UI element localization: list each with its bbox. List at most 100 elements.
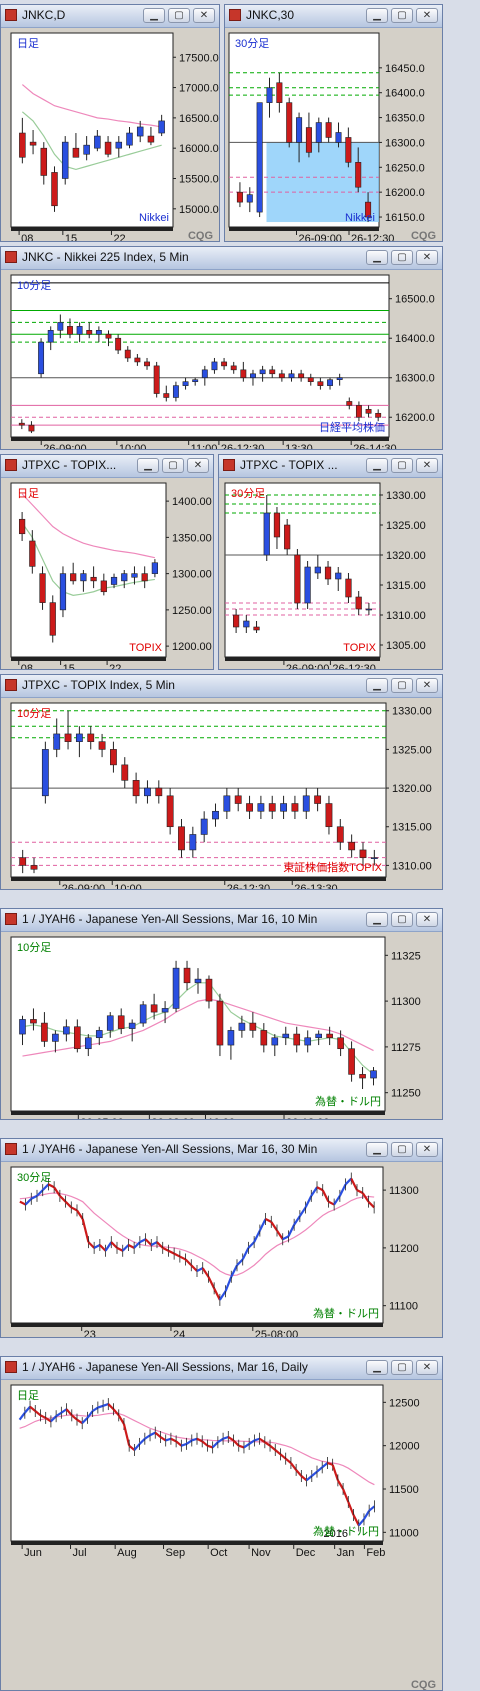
chart-w5[interactable]: 1330.00 1325.00 1320.00 1315.00 1310.00 1305.… (219, 477, 442, 669)
close-button[interactable]: ✕ (416, 912, 438, 927)
candle (39, 566, 46, 610)
candle (346, 397, 353, 410)
candle (268, 795, 276, 819)
chart-w2[interactable]: 16450.0 16400.0 16350.0 16300.0 16250.0 16200… (225, 27, 442, 241)
price-segment (284, 1457, 292, 1464)
price-segment (238, 1444, 245, 1449)
window-title: JNKC - Nikkei 225 Index, 5 Min (22, 250, 189, 264)
close-button[interactable]: ✕ (416, 8, 438, 23)
price-segment (213, 1287, 221, 1301)
x-tick-label: 26-12:30 (351, 233, 394, 241)
minimize-button[interactable]: ▁ (366, 912, 388, 927)
candle (211, 357, 218, 374)
x-tick-label: 26-08:00 (151, 1117, 194, 1119)
candle (29, 130, 37, 155)
candle (95, 1026, 103, 1046)
restore-button[interactable]: ▢ (391, 250, 413, 265)
candle (315, 117, 322, 153)
chart-window-w6[interactable]: JTPXC - TOPIX Index, 5 Min ▁ ▢ ✕ 1330.00 1325… (0, 674, 443, 890)
restore-button[interactable]: ▢ (391, 458, 413, 473)
price-segment (59, 1195, 67, 1203)
chart-w6[interactable]: 1330.00 1325.00 1320.00 1315.00 1310.00 26-09… (1, 697, 442, 889)
y-tick-label: 12500 (389, 1397, 420, 1409)
candle (172, 960, 180, 1013)
minimize-button[interactable]: ▁ (143, 8, 165, 23)
close-button[interactable]: ✕ (193, 8, 215, 23)
chart-window-w5[interactable]: JTPXC - TOPIX ... ▁ ▢ ✕ 1330.00 1325.00 1320.0… (218, 454, 443, 670)
window-titlebar[interactable]: 1 / JYAH6 - Japanese Yen-All Sessions, M… (1, 1139, 442, 1162)
candle (105, 330, 112, 347)
candle (263, 495, 270, 561)
y-tick-label: 16400.0 (395, 333, 435, 345)
chart-w3[interactable]: 16500.0 16400.0 16300.0 16200.0 26-09:00 10:0… (1, 269, 442, 449)
price-segment (138, 1437, 146, 1445)
minimize-button[interactable]: ▁ (137, 458, 159, 473)
candle (365, 603, 373, 615)
chart-window-w9[interactable]: 1 / JYAH6 - Japanese Yen-All Sessions, M… (0, 1356, 443, 1691)
window-titlebar[interactable]: JNKC - Nikkei 225 Index, 5 Min ▁ ▢ ✕ (1, 247, 442, 270)
plot-area (10, 32, 174, 228)
candle (345, 573, 352, 603)
chart-window-w8[interactable]: 1 / JYAH6 - Japanese Yen-All Sessions, M… (0, 1138, 443, 1338)
cqg-logo: CQG (411, 1679, 436, 1690)
chart-window-w1[interactable]: JNKC,D ▁ ▢ ✕ 17500.0 17000.0 16500.0 16000.0 155… (0, 4, 220, 242)
y-tick-label: 11275 (391, 1042, 421, 1054)
minimize-button[interactable]: ▁ (366, 678, 388, 693)
chart-window-w2[interactable]: JNKC,30 ▁ ▢ ✕ 16450.0 16400.0 16350.0 16300.0 16… (224, 4, 443, 242)
candle (348, 1041, 355, 1082)
candle (288, 369, 295, 382)
chart-w4[interactable]: 1400.00 1350.00 1300.00 1250.00 1200.00 08 15 2… (1, 477, 213, 669)
close-button[interactable]: ✕ (416, 1360, 438, 1375)
window-titlebar[interactable]: JTPXC - TOPIX ... ▁ ▢ ✕ (219, 455, 442, 478)
y-tick-label: 11300 (389, 1185, 419, 1197)
minimize-button[interactable]: ▁ (366, 1142, 388, 1157)
close-button[interactable]: ✕ (416, 678, 438, 693)
window-title: JNKC,D (22, 8, 66, 22)
candle (87, 726, 95, 750)
price-segment (104, 1241, 113, 1252)
restore-button[interactable]: ▢ (391, 8, 413, 23)
restore-button[interactable]: ▢ (391, 678, 413, 693)
window-titlebar[interactable]: 1 / JYAH6 - Japanese Yen-All Sessions, M… (1, 1357, 442, 1380)
price-segment (19, 1200, 27, 1206)
candle (52, 1030, 59, 1053)
price-segment (179, 1255, 187, 1261)
restore-button[interactable]: ▢ (168, 8, 190, 23)
price-segment (110, 1241, 118, 1249)
instrument-label: 為替・ドル円 (313, 1524, 379, 1538)
window-titlebar[interactable]: JTPXC - TOPIX Index, 5 Min ▁ ▢ ✕ (1, 675, 442, 698)
minimize-button[interactable]: ▁ (366, 250, 388, 265)
minimize-button[interactable]: ▁ (366, 458, 388, 473)
chart-w7[interactable]: 11325 11300 11275 11250 26-05:00 26-08:00 10:0… (1, 931, 442, 1119)
candle (117, 1008, 125, 1035)
candle (336, 373, 343, 386)
window-titlebar[interactable]: JTPXC - TOPIX... ▁ ▢ ✕ (1, 455, 213, 478)
close-button[interactable]: ✕ (416, 1142, 438, 1157)
chart-w9[interactable]: 12500 12000 11500 11000 Jun Jul Aug Sep Oct Nov De… (1, 1379, 442, 1690)
window-titlebar[interactable]: 1 / JYAH6 - Japanese Yen-All Sessions, M… (1, 909, 442, 932)
moving-average-line (21, 111, 162, 171)
app-icon (229, 9, 241, 21)
chart-w1[interactable]: 17500.0 17000.0 16500.0 16000.0 15500.0 15000… (1, 27, 219, 241)
minimize-button[interactable]: ▁ (366, 1360, 388, 1375)
restore-button[interactable]: ▢ (391, 912, 413, 927)
close-button[interactable]: ✕ (416, 458, 438, 473)
close-button[interactable]: ✕ (416, 250, 438, 265)
candle (259, 365, 266, 382)
time-strip (11, 877, 386, 881)
restore-button[interactable]: ▢ (391, 1360, 413, 1375)
chart-window-w3[interactable]: JNKC - Nikkei 225 Index, 5 Min ▁ ▢ ✕ 16500.0… (0, 246, 443, 450)
minimize-button[interactable]: ▁ (366, 8, 388, 23)
chart-window-w4[interactable]: JTPXC - TOPIX... ▁ ▢ ✕ 1400.00 1350.00 1300.00… (0, 454, 214, 670)
restore-button[interactable]: ▢ (162, 458, 184, 473)
close-button[interactable]: ✕ (187, 458, 209, 473)
window-titlebar[interactable]: JNKC,30 ▁ ▢ ✕ (225, 5, 442, 28)
chart-window-w7[interactable]: 1 / JYAH6 - Japanese Yen-All Sessions, M… (0, 908, 443, 1120)
x-tick-label: 23 (84, 1329, 96, 1337)
x-tick-label: 26-09:00 (299, 233, 342, 241)
candle (67, 318, 73, 339)
price-segment (162, 1246, 169, 1252)
restore-button[interactable]: ▢ (391, 1142, 413, 1157)
window-titlebar[interactable]: JNKC,D ▁ ▢ ✕ (1, 5, 219, 28)
